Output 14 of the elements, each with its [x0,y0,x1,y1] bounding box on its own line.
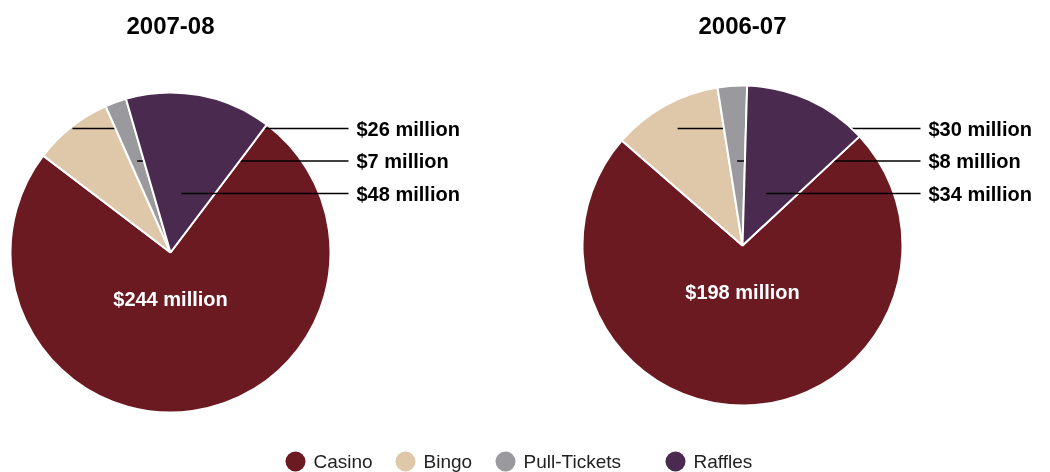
legend-label: Casino [313,451,373,472]
data-label: $244 million [113,287,228,310]
data-label: $7 million [356,150,449,172]
chart-title: 2007-08 [126,12,215,39]
data-label: $34 million [928,182,1032,205]
legend-label: Pull-Tickets [523,451,621,472]
legend-label: Raffles [693,451,753,472]
legend-label: Bingo [423,451,473,472]
data-label: $48 million [356,182,460,205]
data-label: $8 million [928,150,1021,172]
chart-title: 2006-07 [698,12,787,39]
data-label: $30 million [928,117,1032,140]
data-label: $198 million [685,280,800,303]
data-label: $26 million [356,117,460,140]
